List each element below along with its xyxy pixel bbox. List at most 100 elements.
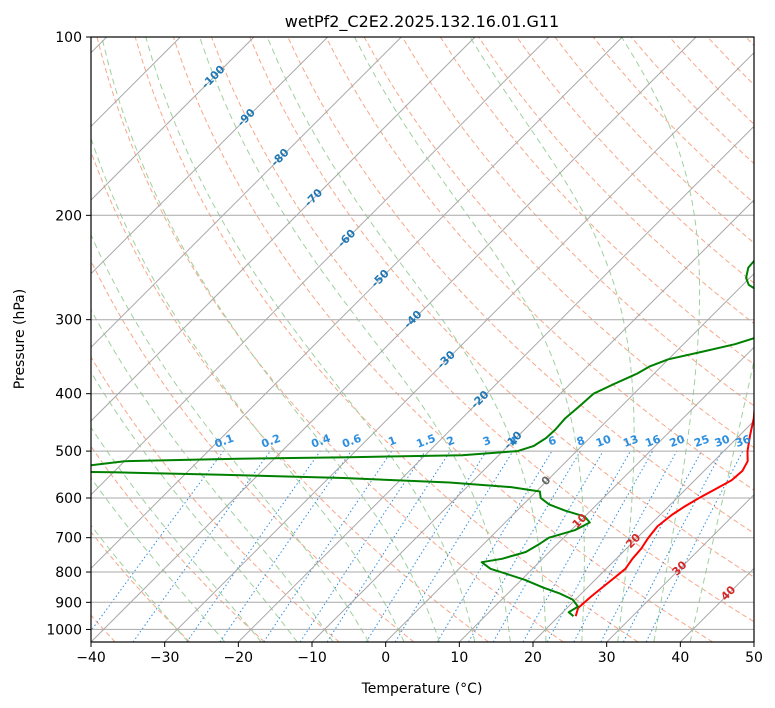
moist-adiabat-line bbox=[91, 477, 226, 642]
isotherm-line bbox=[311, 199, 754, 642]
y-tick-label: 100 bbox=[55, 30, 82, 46]
dry-adiabat-line bbox=[516, 37, 754, 284]
dry-adiabat-line bbox=[91, 150, 489, 642]
isotherm-line bbox=[91, 37, 329, 275]
y-tick-label: 300 bbox=[55, 313, 82, 329]
y-tick-label: 400 bbox=[55, 387, 82, 403]
mixing-ratio-label: 3 bbox=[481, 434, 493, 449]
grid-lines bbox=[91, 37, 754, 642]
mixing-ratio-label: 10 bbox=[594, 432, 613, 450]
moist-adiabat-line bbox=[91, 233, 370, 642]
mixing-ratio-label: 16 bbox=[643, 432, 662, 450]
mixing-ratio-label: 0.2 bbox=[260, 432, 283, 451]
mixing-ratio-line bbox=[522, 450, 631, 642]
y-tick-label: 900 bbox=[55, 595, 82, 611]
moist-adiabat-line bbox=[101, 37, 440, 642]
mixing-ratio-label: 30 bbox=[713, 432, 732, 450]
x-tick-label: 30 bbox=[598, 650, 616, 666]
x-tick-label: 0 bbox=[381, 650, 390, 666]
mixing-ratio-label: 13 bbox=[621, 432, 640, 449]
mixing-ratio-line bbox=[645, 450, 744, 642]
x-tick-label: −40 bbox=[76, 650, 106, 666]
isotherm-line bbox=[91, 37, 697, 642]
x-tick-label: 10 bbox=[450, 650, 468, 666]
isotherm-line bbox=[385, 272, 754, 642]
dry-adiabat-line bbox=[91, 445, 265, 642]
mixing-ratio-label: 6 bbox=[546, 434, 558, 449]
mixing-ratio-label: 1 bbox=[386, 434, 398, 449]
moist-adiabat-line bbox=[145, 37, 476, 642]
mixing-ratio-line bbox=[326, 450, 451, 642]
moist-adiabat-line bbox=[91, 371, 298, 642]
mixing-ratio-label: 25 bbox=[692, 432, 711, 449]
moist-adiabat-line bbox=[91, 308, 334, 642]
y-tick-label: 600 bbox=[55, 491, 82, 507]
mixing-ratio-line bbox=[186, 450, 321, 642]
mixing-ratio-line bbox=[91, 450, 224, 632]
dry-adiabat-line bbox=[91, 531, 191, 642]
mixing-ratio-label: 0.1 bbox=[213, 432, 236, 451]
mixing-ratio-line bbox=[219, 450, 352, 642]
moist-adiabat-line bbox=[91, 524, 189, 642]
moist-adiabat-line bbox=[354, 37, 585, 642]
dry-adiabat-line bbox=[325, 37, 754, 491]
temperature-profile-line bbox=[574, 405, 754, 617]
isotherm-line bbox=[237, 125, 754, 642]
y-tick-label: 200 bbox=[55, 208, 82, 224]
y-tick-label: 700 bbox=[55, 531, 82, 547]
mixing-ratio-line bbox=[573, 450, 678, 642]
plot-frame bbox=[90, 36, 755, 643]
isotherm-line bbox=[91, 37, 550, 496]
x-tick-label: −20 bbox=[224, 650, 254, 666]
dry-adiabat-line bbox=[96, 37, 564, 642]
mixing-ratio-label: 36 bbox=[734, 432, 753, 450]
isotherm-line bbox=[458, 346, 754, 642]
dry-adiabat-line bbox=[439, 37, 754, 366]
mixing-ratio-line bbox=[546, 450, 654, 642]
mixing-ratio-label: 1.5 bbox=[415, 432, 438, 451]
dry-adiabat-line bbox=[91, 356, 340, 642]
x-tick-label: −30 bbox=[150, 650, 180, 666]
mixing-ratio-label: 0.4 bbox=[310, 432, 333, 451]
dry-adiabat-line bbox=[211, 37, 754, 623]
moist-adiabat-line bbox=[621, 37, 701, 642]
isotherm-line bbox=[91, 37, 255, 201]
x-tick-label: 50 bbox=[745, 650, 763, 666]
x-tick-label: 20 bbox=[524, 650, 542, 666]
chart-title: wetPf2_C2E2.2025.132.16.01.G11 bbox=[285, 12, 559, 32]
isotherm-line bbox=[532, 420, 754, 642]
mixing-ratio-label: 20 bbox=[668, 432, 687, 450]
x-axis-title: Temperature (°C) bbox=[361, 681, 483, 697]
y-tick-label: 500 bbox=[55, 444, 82, 460]
reference-lines bbox=[91, 37, 754, 642]
moist-adiabat-line bbox=[266, 37, 547, 642]
profile-lines bbox=[91, 259, 754, 617]
moist-adiabat-line bbox=[91, 136, 405, 642]
moist-adiabat-line bbox=[91, 426, 262, 642]
mixing-ratio-label: 0.6 bbox=[340, 432, 363, 451]
mixing-ratio-line bbox=[132, 450, 271, 642]
x-tick-label: 40 bbox=[671, 650, 689, 666]
isotherm-line bbox=[91, 37, 476, 422]
mixing-ratio-label: 2 bbox=[445, 434, 457, 449]
y-axis-title: Pressure (hPa) bbox=[12, 289, 28, 389]
moist-adiabat-line bbox=[199, 37, 511, 642]
moist-adiabat-line bbox=[689, 358, 754, 642]
y-tick-label: 800 bbox=[55, 565, 82, 581]
mixing-ratio-label: 4 bbox=[508, 434, 520, 449]
dry-adiabat-line bbox=[134, 37, 639, 642]
y-tick-label: 1000 bbox=[46, 622, 82, 638]
dry-adiabat-line bbox=[249, 37, 754, 578]
x-tick-label: −10 bbox=[297, 650, 327, 666]
isotherm-line bbox=[91, 37, 402, 349]
isotherm-line bbox=[164, 51, 754, 642]
mixing-ratio-line bbox=[299, 450, 426, 642]
dewpoint-profile-line bbox=[91, 259, 754, 617]
mixing-ratio-label: 8 bbox=[575, 434, 587, 449]
dry-adiabat-line bbox=[401, 37, 754, 407]
mixing-ratio-line bbox=[394, 450, 514, 642]
mixing-ratio-line bbox=[263, 450, 393, 642]
isotherm-line bbox=[91, 37, 623, 570]
